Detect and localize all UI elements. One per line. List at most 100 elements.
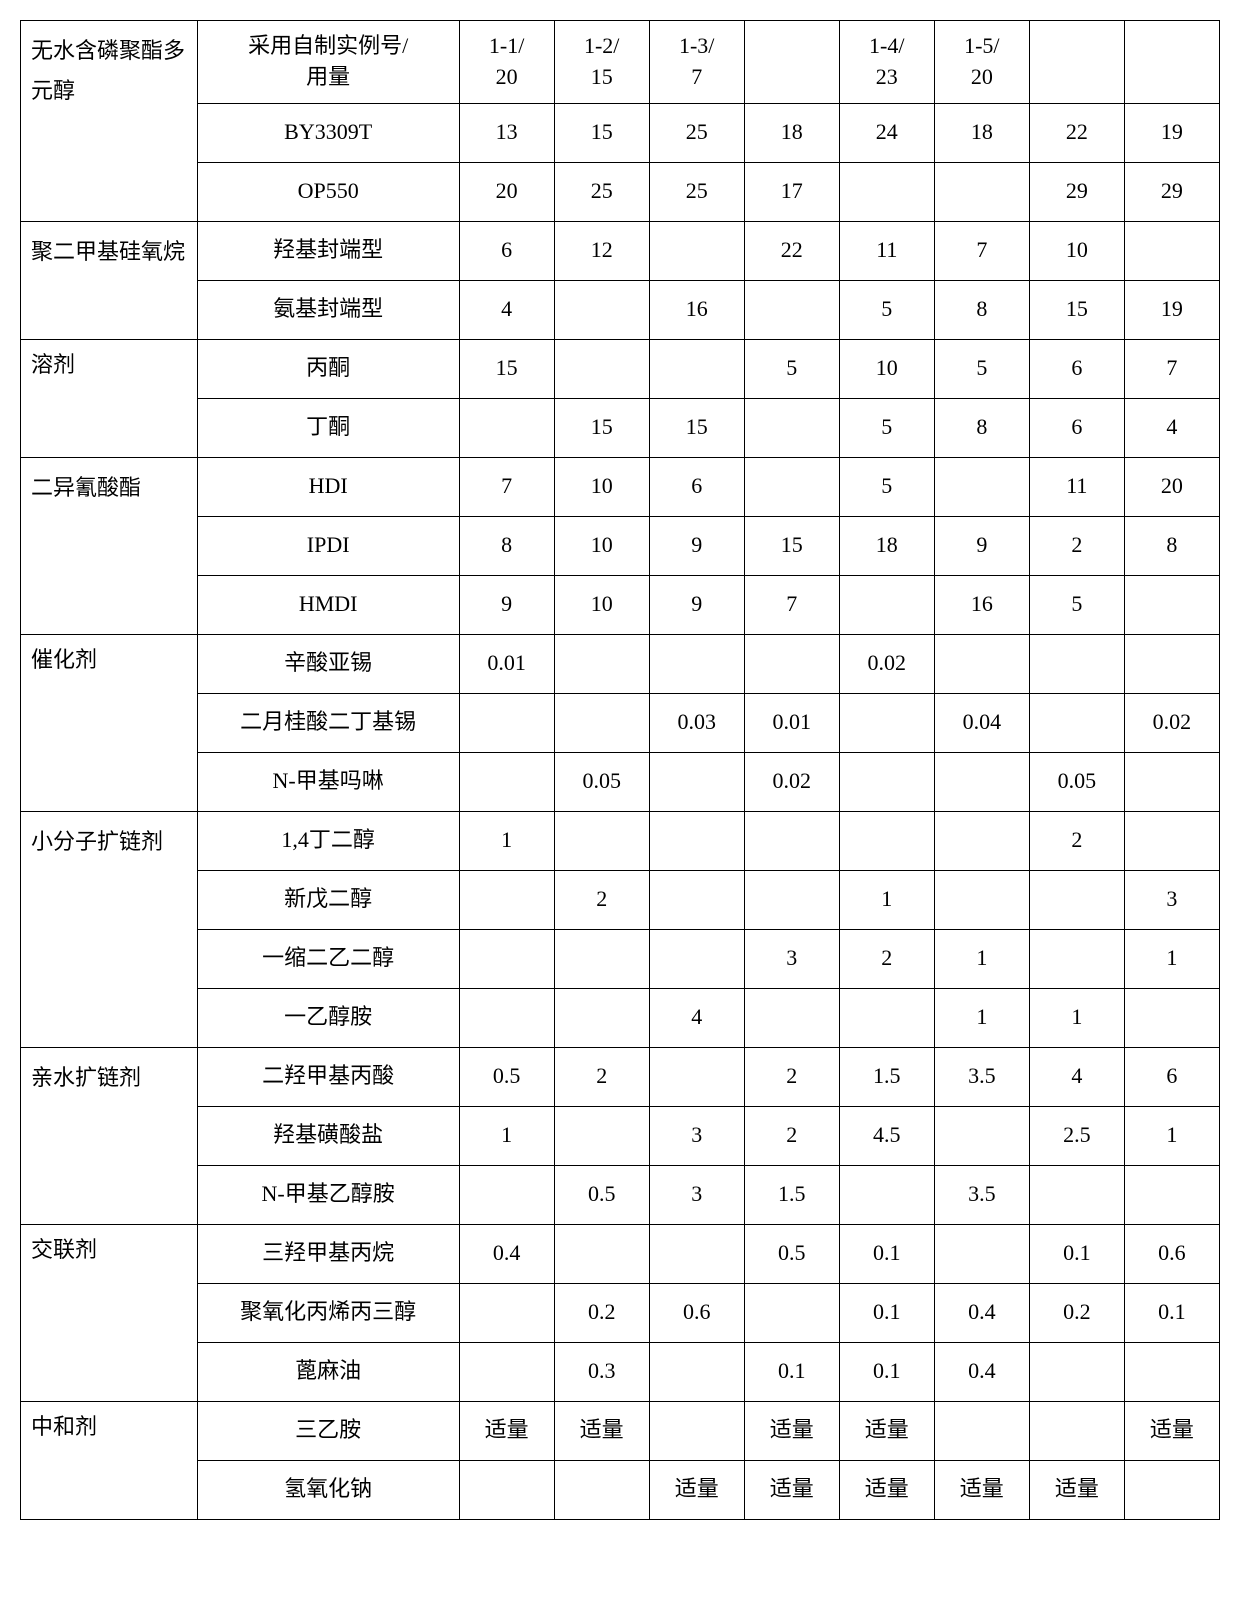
value-cell — [554, 929, 649, 988]
item-cell: 氨基封端型 — [197, 280, 459, 339]
value-cell — [839, 575, 934, 634]
value-cell — [934, 162, 1029, 221]
table-row: 小分子扩链剂1,4丁二醇12 — [21, 811, 1220, 870]
category-cell: 催化剂 — [21, 634, 198, 811]
value-cell: 10 — [554, 575, 649, 634]
value-cell: 15 — [554, 398, 649, 457]
value-cell — [649, 1047, 744, 1106]
value-cell — [1124, 1460, 1219, 1519]
value-cell — [1124, 752, 1219, 811]
value-cell: 6 — [1029, 398, 1124, 457]
value-cell — [744, 398, 839, 457]
item-cell: 采用自制实例号/用量 — [197, 21, 459, 104]
value-cell — [1124, 811, 1219, 870]
value-cell — [649, 752, 744, 811]
category-cell: 无水含磷聚酯多元醇 — [21, 21, 198, 222]
table-row: 氢氧化钠适量适量适量适量适量 — [21, 1460, 1220, 1519]
table-row: 氨基封端型416581519 — [21, 280, 1220, 339]
value-cell — [1124, 575, 1219, 634]
value-cell: 1 — [1029, 988, 1124, 1047]
value-cell — [1029, 1165, 1124, 1224]
value-cell: 1 — [934, 988, 1029, 1047]
value-cell: 4 — [649, 988, 744, 1047]
value-cell — [744, 988, 839, 1047]
table-row: 溶剂丙酮15510567 — [21, 339, 1220, 398]
value-cell: 4.5 — [839, 1106, 934, 1165]
item-cell: N-甲基乙醇胺 — [197, 1165, 459, 1224]
value-cell: 5 — [1029, 575, 1124, 634]
value-cell: 0.01 — [744, 693, 839, 752]
table-row: 一乙醇胺411 — [21, 988, 1220, 1047]
value-cell: 3.5 — [934, 1165, 1029, 1224]
value-cell: 1-4/23 — [839, 21, 934, 104]
value-cell — [649, 1224, 744, 1283]
value-cell: 3 — [744, 929, 839, 988]
category-cell: 中和剂 — [21, 1401, 198, 1519]
value-cell: 9 — [649, 516, 744, 575]
value-cell: 9 — [934, 516, 1029, 575]
value-cell: 8 — [934, 280, 1029, 339]
table-row: 羟基磺酸盐1324.52.51 — [21, 1106, 1220, 1165]
value-cell: 1-3/7 — [649, 21, 744, 104]
value-cell: 3 — [649, 1106, 744, 1165]
value-cell — [554, 339, 649, 398]
value-cell: 29 — [1124, 162, 1219, 221]
value-cell — [649, 929, 744, 988]
value-cell: 5 — [839, 280, 934, 339]
value-cell: 3 — [1124, 870, 1219, 929]
value-cell: 适量 — [839, 1460, 934, 1519]
value-cell — [839, 693, 934, 752]
value-cell — [934, 1224, 1029, 1283]
table-row: N-甲基吗啉0.050.020.05 — [21, 752, 1220, 811]
value-cell — [459, 929, 554, 988]
table-row: 丁酮15155864 — [21, 398, 1220, 457]
value-cell: 2 — [744, 1106, 839, 1165]
table-row: 二月桂酸二丁基锡0.030.010.040.02 — [21, 693, 1220, 752]
value-cell: 15 — [744, 516, 839, 575]
value-cell: 24 — [839, 103, 934, 162]
table-row: HMDI91097165 — [21, 575, 1220, 634]
value-cell: 1.5 — [744, 1165, 839, 1224]
item-cell: HDI — [197, 457, 459, 516]
value-cell: 6 — [1124, 1047, 1219, 1106]
value-cell: 0.03 — [649, 693, 744, 752]
value-cell — [459, 398, 554, 457]
value-cell: 18 — [934, 103, 1029, 162]
value-cell: 11 — [1029, 457, 1124, 516]
value-cell: 0.1 — [839, 1224, 934, 1283]
value-cell: 2 — [1029, 811, 1124, 870]
value-cell: 1-2/15 — [554, 21, 649, 104]
value-cell: 1 — [1124, 1106, 1219, 1165]
value-cell — [744, 1283, 839, 1342]
value-cell: 0.4 — [934, 1342, 1029, 1401]
value-cell — [649, 1401, 744, 1460]
value-cell: 12 — [554, 221, 649, 280]
item-cell: IPDI — [197, 516, 459, 575]
value-cell: 19 — [1124, 280, 1219, 339]
value-cell: 0.5 — [459, 1047, 554, 1106]
value-cell — [934, 1401, 1029, 1460]
value-cell — [459, 988, 554, 1047]
value-cell — [649, 221, 744, 280]
value-cell: 16 — [934, 575, 1029, 634]
value-cell — [934, 1106, 1029, 1165]
value-cell: 0.1 — [1124, 1283, 1219, 1342]
value-cell: 10 — [554, 457, 649, 516]
value-cell — [554, 1460, 649, 1519]
value-cell: 15 — [649, 398, 744, 457]
value-cell: 2 — [554, 1047, 649, 1106]
value-cell: 18 — [744, 103, 839, 162]
item-cell: 辛酸亚锡 — [197, 634, 459, 693]
value-cell — [744, 21, 839, 104]
item-cell: N-甲基吗啉 — [197, 752, 459, 811]
value-cell — [1124, 1165, 1219, 1224]
value-cell — [554, 280, 649, 339]
value-cell: 0.04 — [934, 693, 1029, 752]
value-cell — [1029, 634, 1124, 693]
value-cell: 9 — [649, 575, 744, 634]
item-cell: 丙酮 — [197, 339, 459, 398]
value-cell: 0.5 — [554, 1165, 649, 1224]
table-row: 一缩二乙二醇3211 — [21, 929, 1220, 988]
value-cell: 0.6 — [1124, 1224, 1219, 1283]
category-cell: 聚二甲基硅氧烷 — [21, 221, 198, 339]
